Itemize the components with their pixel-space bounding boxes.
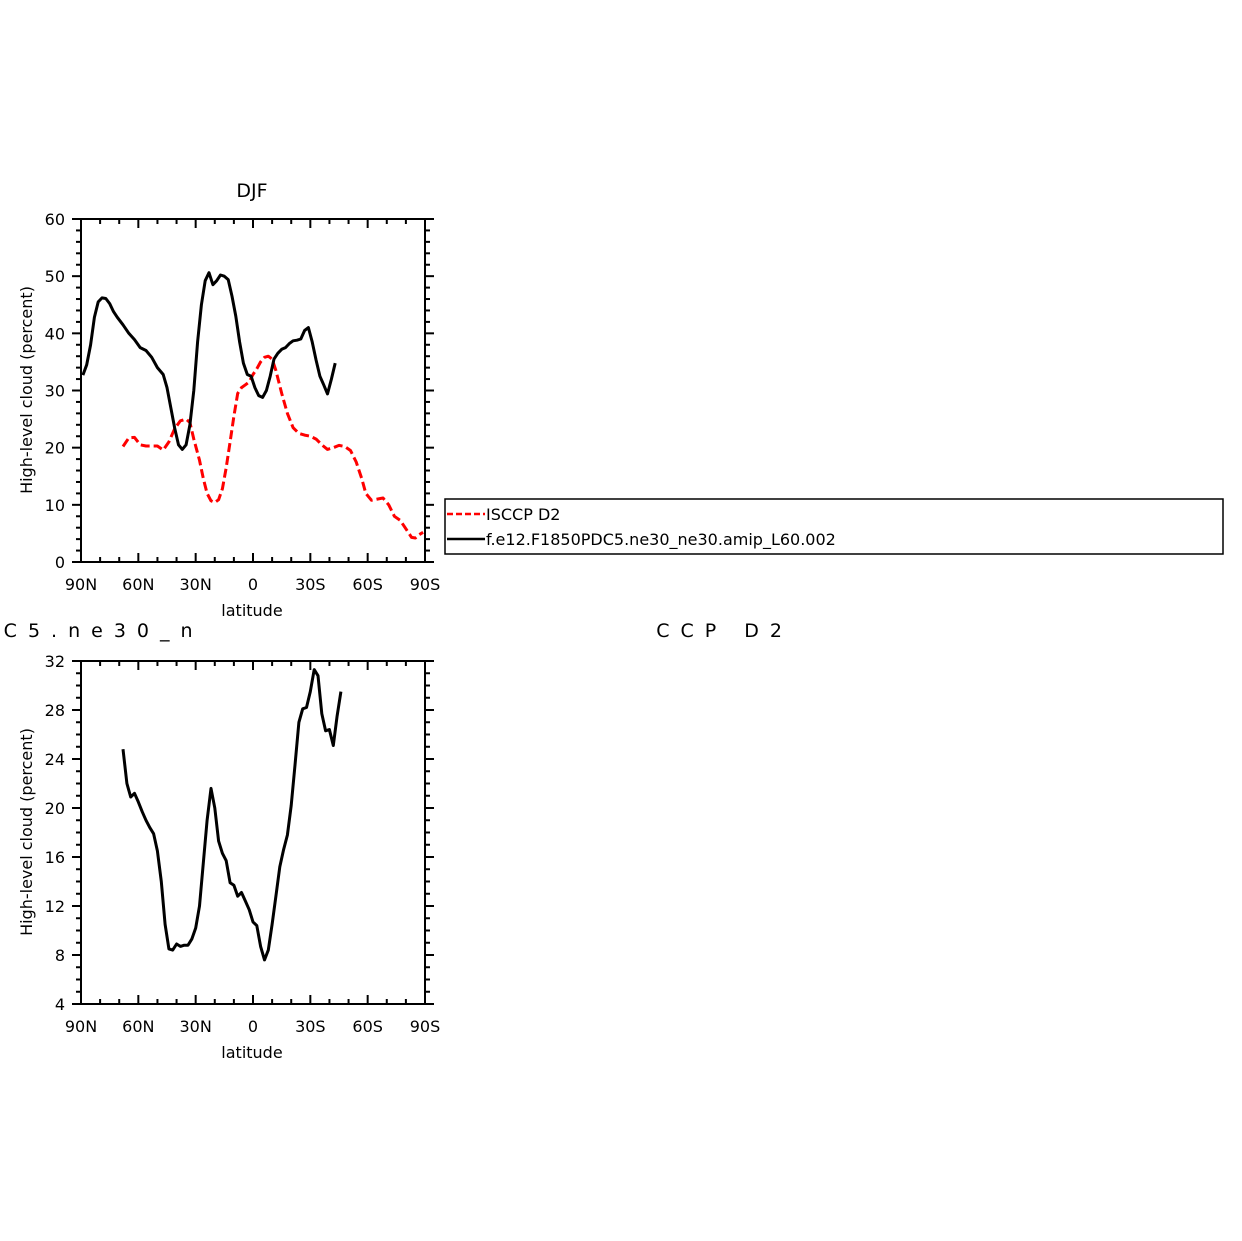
chart-1-x-axis-label: latitude — [221, 601, 282, 620]
x-tick-label: 90N — [65, 575, 97, 594]
difference-panel: f.e12.F1850PDC5.ne30_ne30.amip_L60.002 −… — [0, 620, 782, 1062]
y-tick-label: 40 — [45, 324, 65, 343]
x-tick-label: 30S — [295, 575, 326, 594]
series-line-1 — [121, 354, 424, 540]
y-tick-label: 12 — [45, 897, 65, 916]
x-tick-label: 90S — [410, 575, 441, 594]
legend-model-label: f.e12.F1850PDC5.ne30_ne30.amip_L60.002 — [486, 530, 836, 550]
chart-1-ticks: 90N 60N 30N 0 30S 60S 90S 0 10 20 30 40 50 60 — [45, 210, 441, 594]
chart-1-legend: ISCCP D2 f.e12.F1850PDC5.ne30_ne30.amip_… — [444, 498, 1224, 555]
y-tick-label: 28 — [45, 701, 65, 720]
chart-1-plot-area: 90N 60N 30N 0 30S 60S 90S 0 10 20 30 40 50 60 — [45, 210, 441, 594]
x-tick-label: 30N — [180, 1017, 212, 1036]
y-tick-label: 30 — [45, 382, 65, 401]
y-tick-label: 10 — [45, 496, 65, 515]
legend-box — [444, 498, 1224, 555]
title-mask-left — [0, 618, 4, 646]
y-tick-label: 0 — [55, 553, 65, 572]
x-tick-label: 60N — [122, 1017, 154, 1036]
title-mask-middle — [191, 618, 656, 646]
chart-2-series — [121, 668, 343, 962]
y-tick-label: 4 — [55, 995, 65, 1014]
x-tick-label: 60N — [122, 575, 154, 594]
x-tick-label: 0 — [248, 1017, 258, 1036]
chart-2-ticks: 90N 60N 30N 0 30S 60S 90S 4 8 12 16 20 24 28 32 — [45, 652, 441, 1036]
series-line-1 — [121, 668, 343, 962]
series-line-2 — [81, 271, 337, 451]
y-tick-label: 20 — [45, 439, 65, 458]
chart-1-frame — [80, 218, 426, 563]
legend-isccp-label: ISCCP D2 — [486, 505, 560, 524]
chart-1-y-axis-label: High-level cloud (percent) — [17, 286, 36, 494]
y-tick-label: 16 — [45, 848, 65, 867]
djf-panel: DJF 90N 60N 30N 0 30S 60S 90S 0 10 20 30 40 50 60 lat… — [17, 180, 1224, 620]
y-tick-label: 50 — [45, 267, 65, 286]
chart-2-frame — [80, 660, 426, 1005]
x-tick-label: 90N — [65, 1017, 97, 1036]
x-tick-label: 90S — [410, 1017, 441, 1036]
chart-2-x-axis-label: latitude — [221, 1043, 282, 1062]
x-tick-label: 0 — [248, 575, 258, 594]
chart-1-title: DJF — [236, 180, 267, 202]
y-tick-label: 32 — [45, 652, 65, 671]
chart-2-plot-area: 90N 60N 30N 0 30S 60S 90S 4 8 12 16 20 24 28 32 — [45, 652, 441, 1036]
x-tick-label: 30N — [180, 575, 212, 594]
y-tick-label: 20 — [45, 799, 65, 818]
y-tick-label: 8 — [55, 946, 65, 965]
y-tick-label: 24 — [45, 750, 65, 769]
x-tick-label: 60S — [352, 1017, 383, 1036]
y-tick-label: 60 — [45, 210, 65, 229]
chart-2-y-axis-label: High-level cloud (percent) — [17, 728, 36, 936]
x-tick-label: 60S — [352, 575, 383, 594]
x-tick-label: 30S — [295, 1017, 326, 1036]
chart-1-series — [81, 271, 424, 540]
